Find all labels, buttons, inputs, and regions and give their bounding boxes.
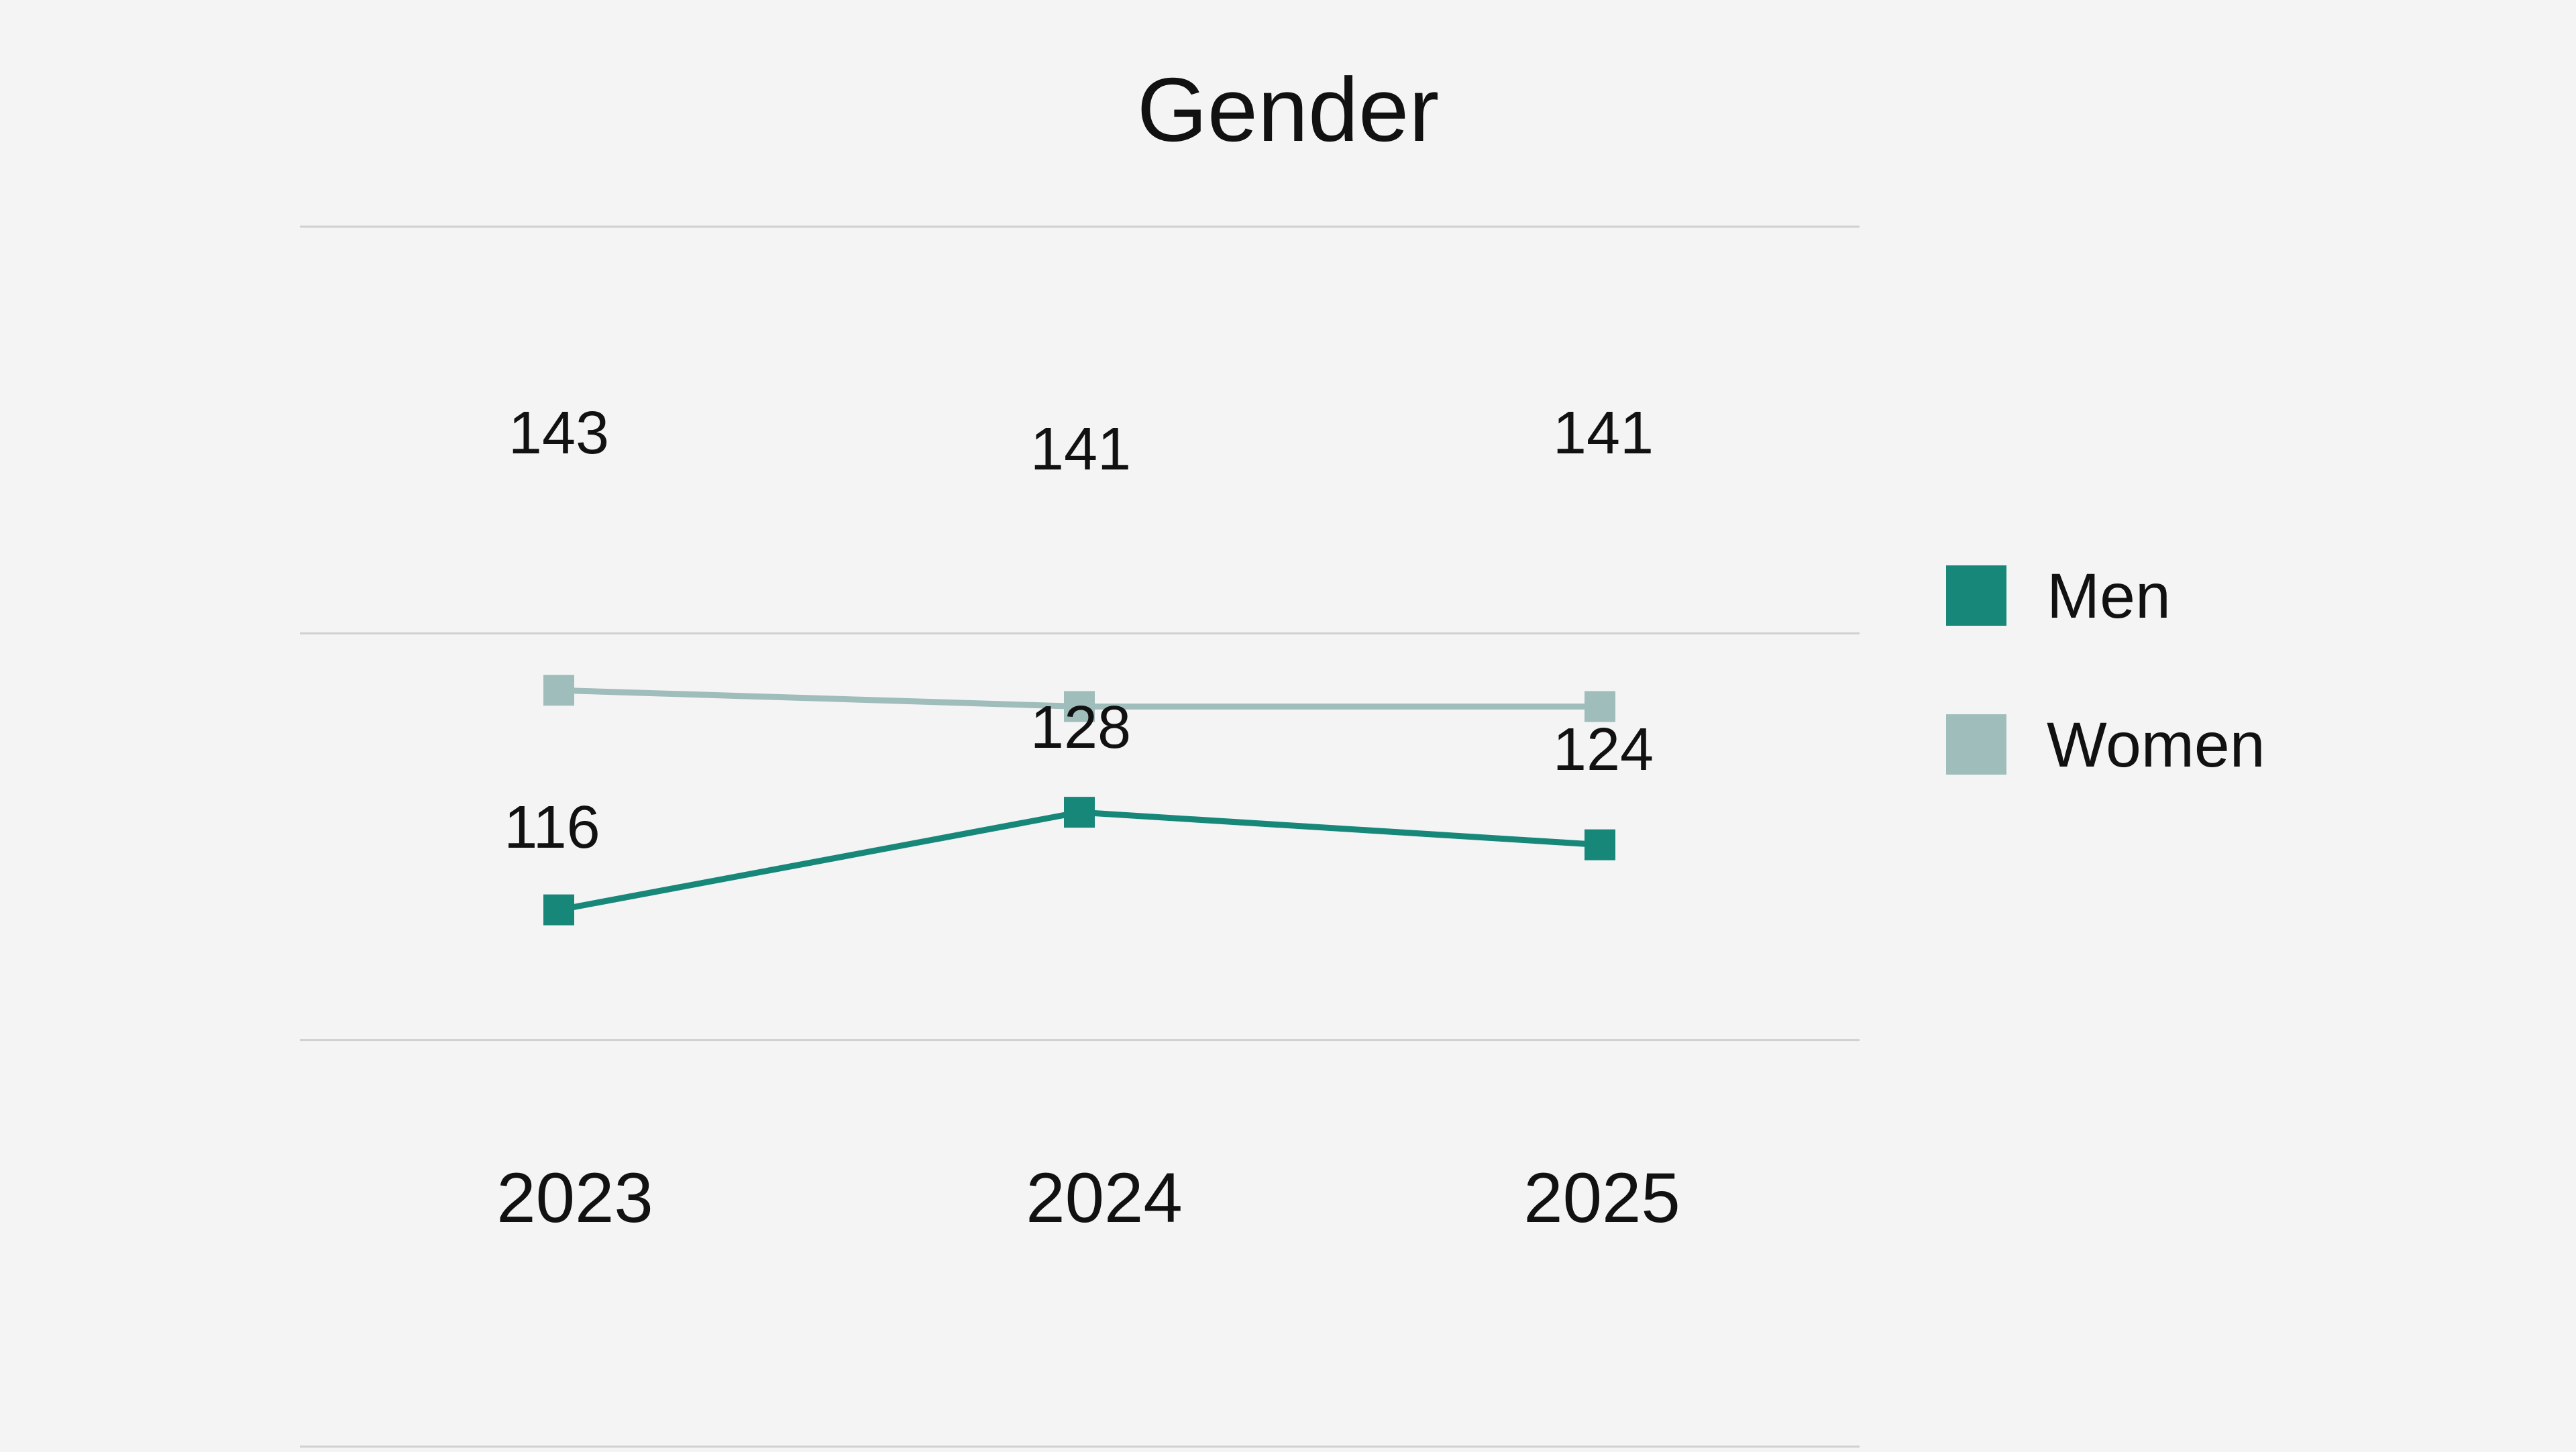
chart-title: Gender <box>1137 59 1439 160</box>
legend-label-women: Women <box>2047 710 2265 781</box>
legend-label-men: Men <box>2047 561 2171 632</box>
data-label-women-2025: 141 <box>1553 400 1654 467</box>
legend-swatch-women <box>1946 714 2006 775</box>
data-labels: 116 128 124 143 141 141 <box>504 400 1654 861</box>
series-men <box>543 797 1615 926</box>
legend: Men Women <box>1946 561 2265 781</box>
data-point-men-2024 <box>1064 797 1095 828</box>
data-point-men-2025 <box>1585 829 1615 860</box>
data-point-women-2024 <box>1064 691 1095 722</box>
x-tick-label: 2025 <box>1523 1159 1680 1237</box>
data-label-women-2024: 141 <box>1030 416 1131 483</box>
x-tick-label: 2024 <box>1026 1159 1183 1237</box>
series-women <box>543 675 1615 722</box>
gridlines <box>300 225 1860 1448</box>
x-axis-tick-labels: 2023 2024 2025 <box>496 1159 1680 1237</box>
data-label-women-2023: 143 <box>508 400 609 467</box>
data-label-men-2023: 116 <box>504 794 600 861</box>
data-label-men-2024: 128 <box>1030 694 1131 761</box>
data-point-women-2025 <box>1585 691 1615 722</box>
legend-swatch-men <box>1946 565 2006 626</box>
data-point-women-2023 <box>543 675 574 706</box>
data-label-men-2025: 124 <box>1553 716 1654 783</box>
data-point-men-2023 <box>543 894 574 926</box>
series-group <box>543 675 1615 926</box>
x-tick-label: 2023 <box>496 1159 653 1237</box>
